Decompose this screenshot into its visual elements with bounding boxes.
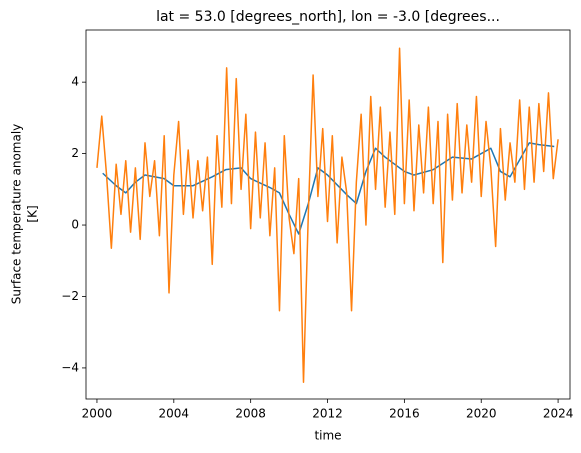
y-tick-label: 0 bbox=[71, 218, 79, 232]
x-tick-label: 2012 bbox=[312, 407, 343, 421]
x-tick-label: 2004 bbox=[159, 407, 190, 421]
x-tick-label: 2000 bbox=[82, 407, 113, 421]
x-axis-label: time bbox=[314, 429, 341, 443]
chart-title: lat = 53.0 [degrees_north], lon = -3.0 [… bbox=[156, 9, 500, 25]
y-tick-label: 2 bbox=[71, 146, 79, 160]
x-tick-label: 2016 bbox=[389, 407, 420, 421]
y-axis-label: Surface temperature anomaly bbox=[10, 124, 24, 305]
plot-frame bbox=[85, 29, 571, 400]
series-line bbox=[102, 142, 555, 235]
x-tick-label: 2020 bbox=[466, 407, 497, 421]
x-tick-label: 2024 bbox=[543, 407, 574, 421]
series-line bbox=[96, 47, 559, 383]
y-tick-label: −4 bbox=[61, 360, 79, 374]
y-axis-label: [K] bbox=[26, 205, 40, 222]
y-tick-label: 4 bbox=[71, 75, 79, 89]
x-tick-label: 2008 bbox=[235, 407, 266, 421]
y-tick-label: −2 bbox=[61, 289, 79, 303]
